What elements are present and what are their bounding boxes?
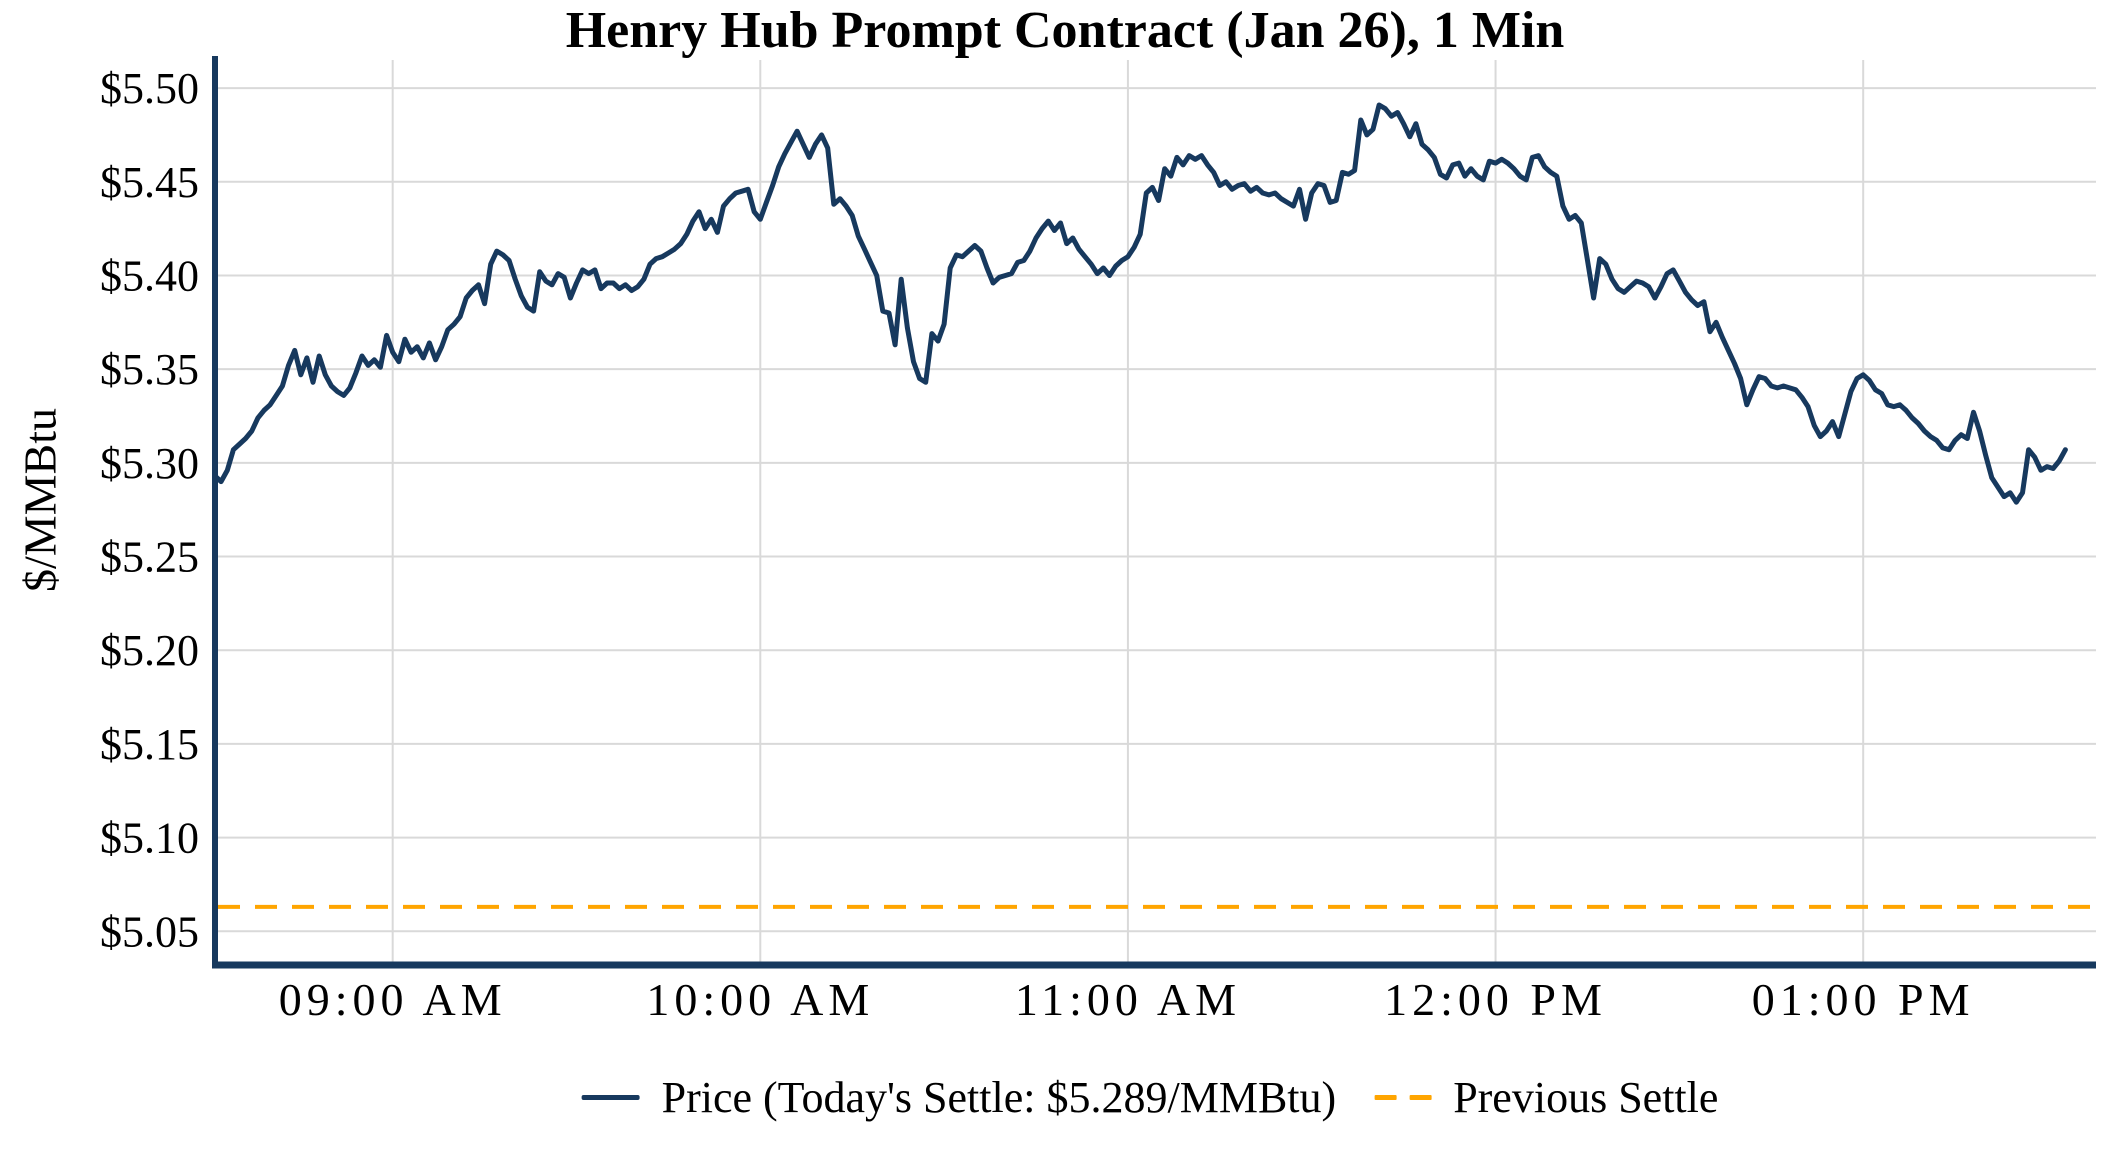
x-tick-label: 01:00 PM <box>1752 974 1975 1025</box>
legend-price-label: Price (Today's Settle: $5.289/MMBtu) <box>661 1073 1337 1122</box>
chart-title: Henry Hub Prompt Contract (Jan 26), 1 Mi… <box>565 2 1565 59</box>
y-tick-label: $5.35 <box>100 345 199 394</box>
x-tick-label: 10:00 AM <box>646 974 874 1025</box>
x-tick-label: 12:00 PM <box>1384 974 1607 1025</box>
y-tick-label: $5.25 <box>100 533 199 582</box>
y-tick-label: $5.40 <box>100 251 199 300</box>
price-line-group <box>212 102 2068 505</box>
legend: Price (Today's Settle: $5.289/MMBtu) Pre… <box>581 1072 1719 1123</box>
price-line-swatch-icon <box>581 1095 640 1100</box>
y-tick-label: $5.10 <box>100 814 199 863</box>
y-tick-label: $5.05 <box>100 907 199 956</box>
x-tick-label: 09:00 AM <box>279 974 507 1025</box>
y-gridlines <box>215 87 2096 933</box>
x-tick-label: 11:00 AM <box>1015 974 1241 1025</box>
legend-previous-settle-label: Previous Settle <box>1453 1073 1719 1122</box>
previous-settle-dash-icon <box>1374 1095 1432 1100</box>
x-tick-labels: 09:00 AM 10:00 AM 11:00 AM 12:00 PM 01:00 PM <box>279 974 1975 1025</box>
y-tick-label: $5.20 <box>100 626 199 675</box>
y-tick-label: $5.15 <box>100 720 199 769</box>
y-tick-labels: $5.05 $5.10 $5.15 $5.20 $5.25 $5.30 $5.35 $5.40… <box>100 64 199 956</box>
y-tick-label: $5.30 <box>100 439 199 488</box>
price-line <box>212 102 2068 505</box>
x-gridlines <box>391 60 1865 965</box>
y-tick-label: $5.45 <box>100 158 199 207</box>
axis-spines <box>212 56 2096 969</box>
y-tick-label: $5.50 <box>100 64 199 113</box>
